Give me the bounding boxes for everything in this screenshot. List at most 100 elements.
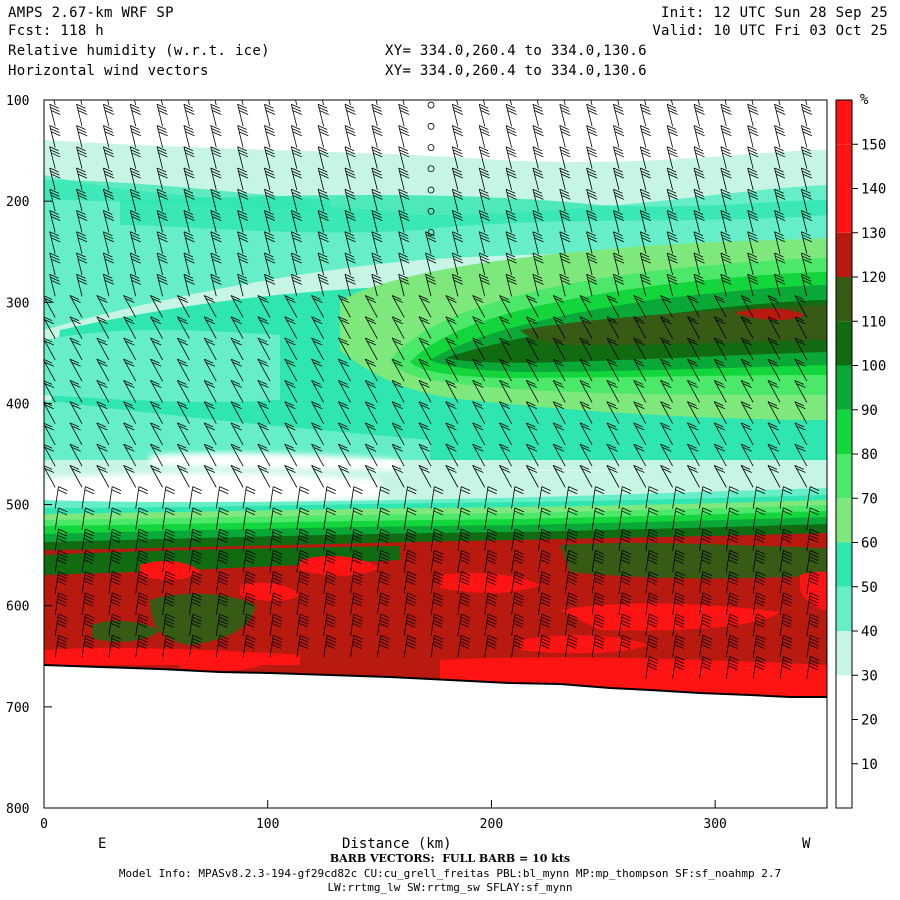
wind-barb-flag [352, 598, 363, 604]
wind-barb-flag [238, 234, 248, 240]
wind-barb-flag [668, 131, 678, 137]
wind-barb-flag [505, 252, 516, 258]
y-tick-label: 700 [6, 701, 29, 716]
wind-barb-flag [774, 273, 784, 279]
wind-barb-flag [391, 422, 402, 428]
wind-barb [176, 422, 190, 446]
wind-barb-flag [715, 361, 726, 367]
wind-barb-flag [648, 598, 658, 604]
wind-barb-flag [299, 616, 309, 622]
wind-barb [532, 210, 539, 233]
wind-barb [499, 380, 512, 403]
wind-barb-flag [748, 149, 758, 155]
wind-barb [525, 316, 539, 339]
wind-barb [398, 125, 405, 148]
wind-barb-flag [720, 103, 730, 109]
wind-barb-flag [560, 128, 570, 133]
wind-barb-flag [319, 280, 329, 285]
wind-barb [123, 380, 137, 403]
wind-barb [478, 125, 486, 148]
wind-barb-flag [783, 613, 793, 619]
wind-barb [779, 486, 784, 509]
wind-barb-flag [667, 213, 678, 218]
wind-barb [499, 337, 512, 361]
wind-barb [189, 635, 194, 658]
wind-barb-flag [474, 319, 484, 325]
wind-barb [150, 316, 163, 339]
wind-barb-flag [192, 638, 202, 643]
wind-barb-flag [137, 601, 147, 607]
wind-barb-flag [487, 613, 498, 619]
wind-barb-flag [77, 86, 86, 90]
wind-barb-flag [587, 131, 598, 137]
wind-barb-flag [783, 549, 793, 555]
wind-barb-flag [769, 383, 779, 388]
wind-barb-flag [366, 404, 377, 410]
wind-barb-flag [191, 641, 201, 646]
direction-right-label: W [802, 836, 811, 852]
wind-barb [740, 295, 754, 318]
wind-barb-flag [433, 616, 444, 622]
wind-barb [284, 337, 298, 361]
wind-barb-flag [379, 619, 389, 625]
wind-barb [725, 486, 731, 509]
wind-barb-flag [532, 103, 543, 109]
wind-barb-flag [103, 128, 114, 133]
wind-barb-flag [156, 146, 167, 152]
wind-barb-flag [191, 580, 201, 586]
wind-barb [591, 550, 596, 573]
wind-barb-flag [50, 255, 60, 261]
wind-barb-flag [110, 644, 120, 649]
wind-barb-flag [203, 401, 214, 407]
wind-barb-flag [460, 641, 470, 646]
wind-barb-flag [273, 571, 283, 576]
wind-barb [284, 295, 298, 318]
wind-barb-flag [379, 556, 389, 561]
wind-barb-flag [164, 556, 175, 561]
wind-barb-flag [325, 644, 335, 649]
wind-barb-flag [405, 580, 416, 586]
wind-barb-flag [380, 638, 390, 643]
wind-barb-flag [445, 316, 455, 322]
wind-barb-flag [311, 316, 321, 322]
wind-barb [344, 146, 351, 169]
wind-barb-flag [237, 210, 247, 215]
wind-barb-flag [125, 404, 135, 410]
wind-barb [613, 210, 620, 233]
wind-barb [645, 635, 650, 658]
wind-barb [586, 252, 593, 276]
wind-barb-flag [298, 559, 308, 564]
wind-barb-flag [666, 252, 677, 258]
wind-barb-flag [756, 613, 766, 619]
wind-barb-flag [633, 295, 643, 300]
wind-barb-flag [130, 273, 140, 279]
wind-barb-flag [620, 559, 631, 564]
wind-barb-flag [532, 231, 543, 237]
wind-barb-flag [487, 571, 498, 576]
wind-barb-flag [560, 170, 570, 176]
direction-left-label: E [98, 836, 106, 852]
wind-barb-flag [311, 422, 321, 428]
wind-barb-flag [474, 361, 484, 367]
wind-barb-flag [345, 234, 355, 240]
wind-barb-flag [291, 276, 302, 282]
wind-barb [751, 100, 754, 106]
wind-barb-flag [372, 128, 382, 133]
wind-barb-flag [687, 316, 697, 322]
wind-barb-flag [318, 128, 329, 133]
wind-barb-flag [595, 486, 605, 491]
wind-barb [81, 592, 86, 615]
wind-barb [129, 146, 137, 169]
wind-barb-flag [84, 553, 95, 558]
wind-barb-flag [513, 580, 523, 586]
wind-barb-flag [452, 125, 462, 130]
wind-barb [189, 486, 194, 509]
wind-barb-flag [138, 574, 148, 580]
wind-barb [499, 358, 512, 382]
y-tick-label: 500 [6, 499, 29, 514]
wind-barb [586, 146, 593, 169]
wind-barb-flag [487, 528, 498, 534]
wind-barb-flag [581, 361, 591, 367]
wind-barb-flag [298, 580, 308, 586]
wind-barb-flag [434, 486, 444, 491]
